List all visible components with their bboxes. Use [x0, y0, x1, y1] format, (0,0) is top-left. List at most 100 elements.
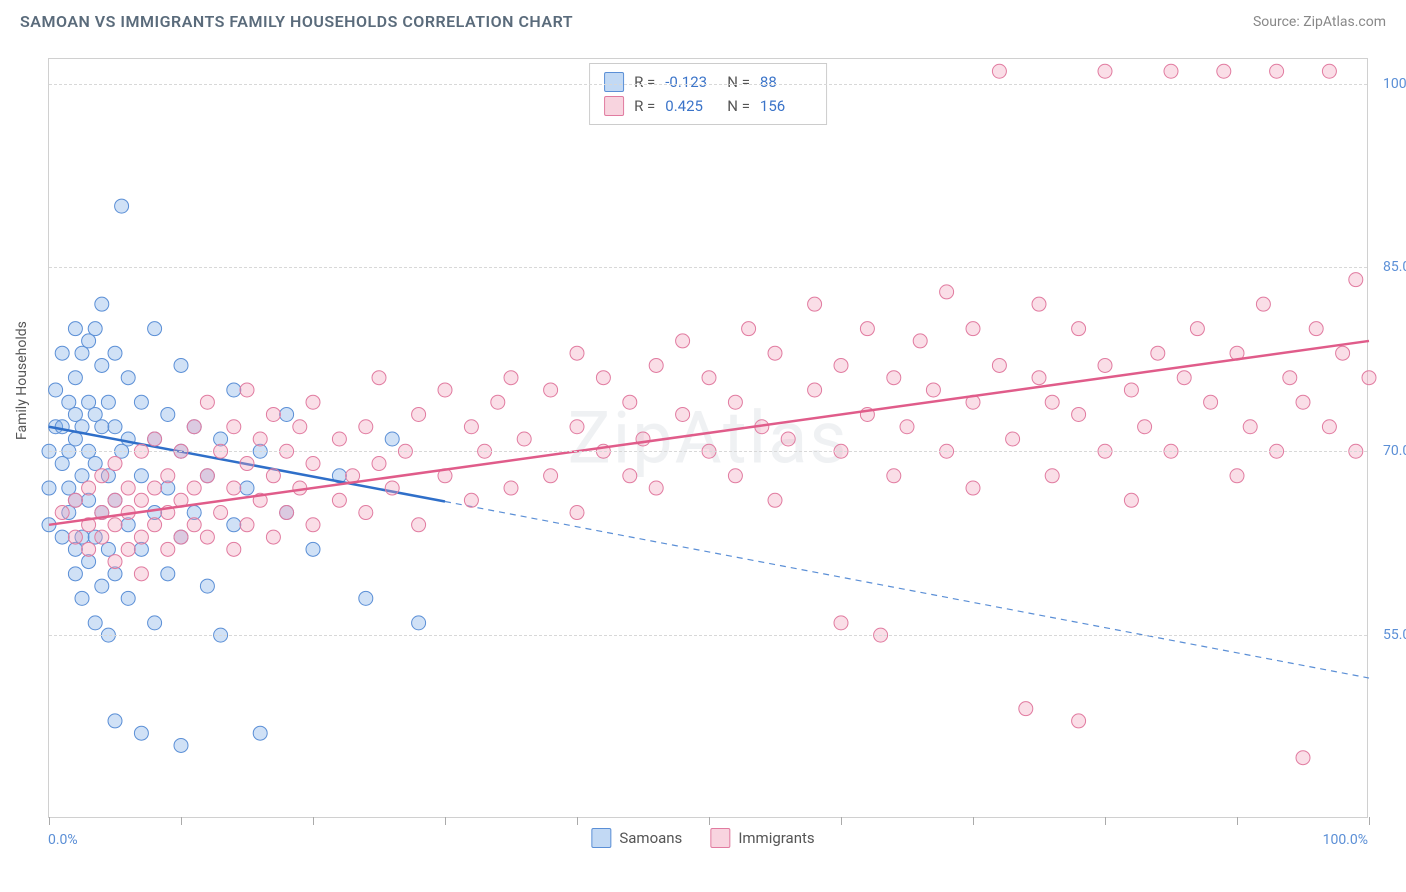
scatter-point [623, 469, 637, 483]
scatter-point [227, 542, 241, 556]
scatter-point [95, 530, 109, 544]
scatter-point [174, 738, 188, 752]
scatter-point [82, 542, 96, 556]
scatter-point [1349, 273, 1363, 287]
x-tick [577, 817, 578, 825]
scatter-point [1190, 322, 1204, 336]
stats-n-immigrants: 156 [760, 94, 812, 118]
chart-title: SAMOAN VS IMMIGRANTS FAMILY HOUSEHOLDS C… [20, 12, 573, 31]
scatter-point [121, 591, 135, 605]
scatter-point [187, 420, 201, 434]
y-axis-title: Family Households [14, 321, 30, 440]
scatter-point [544, 469, 558, 483]
scatter-point [88, 457, 102, 471]
scatter-point [1098, 64, 1112, 78]
scatter-point [42, 481, 56, 495]
scatter-point [1204, 395, 1218, 409]
scatter-point [1164, 64, 1178, 78]
scatter-point [200, 530, 214, 544]
scatter-point [134, 469, 148, 483]
scatter-point [62, 481, 76, 495]
x-axis-min-label: 0.0% [48, 832, 78, 848]
scatter-point [332, 432, 346, 446]
scatter-point [200, 579, 214, 593]
scatter-point [200, 395, 214, 409]
scatter-point [121, 432, 135, 446]
source-label: Source: ZipAtlas.com [1253, 14, 1386, 30]
scatter-point [887, 469, 901, 483]
x-axis-max-label: 100.0% [1323, 832, 1368, 848]
scatter-point [306, 542, 320, 556]
scatter-point [649, 358, 663, 372]
scatter-point [55, 457, 69, 471]
scatter-point [1217, 64, 1231, 78]
scatter-point [253, 726, 267, 740]
gridline [49, 451, 1367, 452]
scatter-point [676, 334, 690, 348]
stats-n-samoans: 88 [760, 70, 812, 94]
scatter-point [359, 591, 373, 605]
title-bar: SAMOAN VS IMMIGRANTS FAMILY HOUSEHOLDS C… [0, 0, 1406, 39]
legend-item-immigrants: Immigrants [710, 828, 814, 848]
scatter-point [1256, 297, 1270, 311]
scatter-point [1072, 322, 1086, 336]
scatter-point [121, 542, 135, 556]
scatter-point [95, 469, 109, 483]
scatter-point [266, 530, 280, 544]
x-tick [973, 817, 974, 825]
scatter-point [134, 493, 148, 507]
scatter-point [1138, 420, 1152, 434]
scatter-point [1322, 420, 1336, 434]
stats-r-immigrants: 0.425 [665, 94, 717, 118]
scatter-point [266, 407, 280, 421]
y-tick-label: 85.0% [1373, 259, 1406, 275]
scatter-point [293, 420, 307, 434]
scatter-point [544, 383, 558, 397]
scatter-point [504, 371, 518, 385]
scatter-point [728, 395, 742, 409]
gridline [49, 267, 1367, 268]
scatter-point [134, 395, 148, 409]
x-tick [1369, 817, 1370, 825]
scatter-point [68, 371, 82, 385]
scatter-point [359, 506, 373, 520]
scatter-point [174, 530, 188, 544]
scatter-point [95, 358, 109, 372]
x-tick [181, 817, 182, 825]
scatter-point [227, 481, 241, 495]
scatter-point [768, 346, 782, 360]
scatter-point [1019, 702, 1033, 716]
scatter-point [108, 518, 122, 532]
legend-label-immigrants: Immigrants [738, 829, 814, 847]
scatter-point [596, 371, 610, 385]
scatter-point [504, 481, 518, 495]
scatter-point [966, 322, 980, 336]
scatter-point [68, 407, 82, 421]
scatter-point [227, 420, 241, 434]
scatter-point [385, 432, 399, 446]
scatter-point [121, 481, 135, 495]
x-tick [1237, 817, 1238, 825]
trend-line [49, 341, 1369, 525]
scatter-point [768, 493, 782, 507]
scatter-point [82, 481, 96, 495]
scatter-point [101, 395, 115, 409]
scatter-point [1230, 469, 1244, 483]
scatter-point [306, 395, 320, 409]
scatter-point [1296, 751, 1310, 765]
scatter-point [517, 432, 531, 446]
scatter-point [55, 506, 69, 520]
scatter-point [966, 481, 980, 495]
scatter-point [570, 420, 584, 434]
scatter-point [834, 616, 848, 630]
scatter-point [1032, 297, 1046, 311]
scatter-point [108, 714, 122, 728]
scatter-point [55, 530, 69, 544]
scatter-point [55, 346, 69, 360]
scatter-point [253, 432, 267, 446]
scatter-point [174, 358, 188, 372]
scatter-point [62, 395, 76, 409]
scatter-point [95, 579, 109, 593]
scatter-point [1177, 371, 1191, 385]
legend-swatch-samoans [591, 828, 611, 848]
